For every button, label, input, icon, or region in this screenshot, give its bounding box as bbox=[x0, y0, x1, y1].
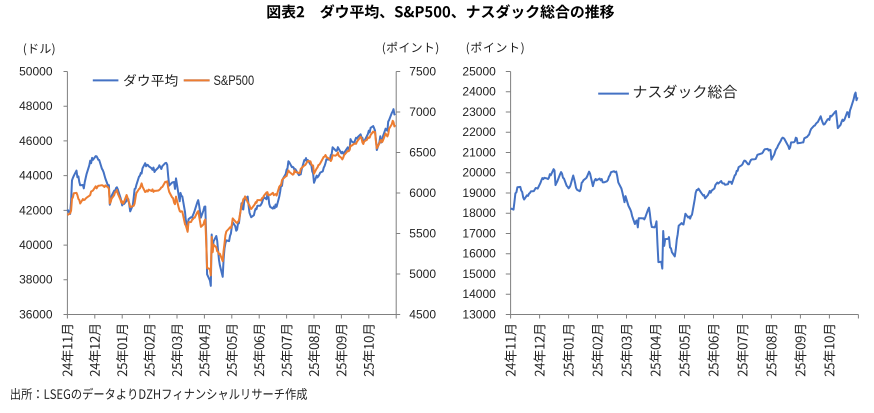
svg-text:7500: 7500 bbox=[409, 64, 436, 78]
svg-text:25000: 25000 bbox=[462, 64, 496, 78]
svg-text:22000: 22000 bbox=[462, 125, 496, 139]
svg-text:6500: 6500 bbox=[409, 145, 436, 159]
svg-text:50000: 50000 bbox=[19, 64, 53, 78]
svg-text:S&P500: S&P500 bbox=[214, 72, 255, 88]
svg-text:18000: 18000 bbox=[462, 206, 496, 220]
svg-text:13000: 13000 bbox=[462, 307, 496, 321]
svg-text:24000: 24000 bbox=[462, 85, 496, 99]
svg-text:20000: 20000 bbox=[462, 166, 496, 180]
svg-text:15000: 15000 bbox=[462, 267, 496, 281]
svg-text:36000: 36000 bbox=[19, 307, 53, 321]
svg-text:7000: 7000 bbox=[409, 105, 436, 119]
svg-text:5500: 5500 bbox=[409, 226, 436, 240]
svg-text:40000: 40000 bbox=[19, 238, 53, 252]
svg-text:44000: 44000 bbox=[19, 169, 53, 183]
svg-text:42000: 42000 bbox=[19, 203, 53, 217]
svg-text:46000: 46000 bbox=[19, 134, 53, 148]
svg-text:4500: 4500 bbox=[409, 307, 436, 321]
svg-text:17000: 17000 bbox=[462, 226, 496, 240]
svg-text:21000: 21000 bbox=[462, 145, 496, 159]
svg-text:16000: 16000 bbox=[462, 247, 496, 261]
svg-text:23000: 23000 bbox=[462, 105, 496, 119]
svg-text:6000: 6000 bbox=[409, 186, 436, 200]
svg-text:19000: 19000 bbox=[462, 186, 496, 200]
svg-text:14000: 14000 bbox=[462, 287, 496, 301]
svg-text:5000: 5000 bbox=[409, 267, 436, 281]
svg-text:48000: 48000 bbox=[19, 99, 53, 113]
svg-text:38000: 38000 bbox=[19, 273, 53, 287]
